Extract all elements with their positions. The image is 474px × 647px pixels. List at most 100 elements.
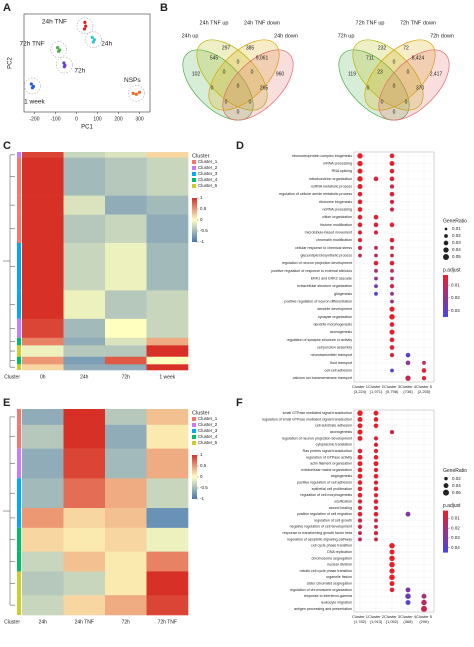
- venn-label: 72h up: [338, 33, 355, 39]
- dot: [357, 461, 363, 467]
- point: [91, 40, 95, 44]
- dot: [389, 322, 395, 327]
- legend-label: 0.05: [452, 254, 461, 259]
- dot: [373, 176, 379, 182]
- dot: [373, 467, 379, 473]
- dot: [357, 454, 363, 460]
- point: [30, 86, 34, 90]
- dot: [389, 555, 395, 562]
- term-label: dendrite morphogenesis: [313, 322, 352, 326]
- term-label: organelle fission: [326, 575, 352, 579]
- dot: [373, 222, 379, 228]
- dot: [358, 253, 362, 258]
- heatmap-cell: [63, 214, 106, 244]
- venn-label: 24h TNF down: [244, 20, 280, 26]
- category-label: Cluster 1: [352, 614, 369, 619]
- cluster-bar: [17, 345, 21, 357]
- scale-tick-label: 1: [200, 195, 203, 200]
- venn-count: 8,424: [412, 55, 425, 61]
- point: [57, 49, 61, 53]
- dot: [389, 184, 395, 189]
- heatmap-cell: [63, 157, 106, 196]
- dot: [357, 222, 363, 228]
- venn-count: 960: [276, 71, 285, 77]
- heatmap-cell: [105, 551, 147, 572]
- heatmap-cell: [105, 424, 147, 449]
- dot: [373, 493, 379, 498]
- group-label: 24h TNF: [42, 19, 67, 26]
- group-label: 1 week: [24, 99, 45, 106]
- heatmap-cell: [63, 195, 106, 215]
- dot: [405, 375, 411, 381]
- venn-count: 0: [237, 83, 240, 89]
- term-label: RNA splicing: [332, 169, 352, 173]
- scale-tick-label: 0.03: [451, 308, 460, 313]
- dot: [357, 492, 363, 498]
- legend-dot: [443, 247, 449, 253]
- heatmap-cell: [146, 152, 189, 158]
- cluster-bar: [17, 152, 21, 158]
- venn-set: [352, 39, 424, 111]
- term-label: ossification: [334, 499, 352, 503]
- venn-count: 0: [405, 99, 408, 105]
- venn-label: 72h TNF up: [356, 20, 385, 26]
- scale-tick-label: 0.04: [451, 545, 460, 550]
- dot: [390, 276, 394, 281]
- category-label: Cluster 2: [368, 384, 385, 389]
- cluster-bar: [17, 595, 21, 615]
- heatmap-cell: [146, 448, 189, 479]
- heatmap-cell: [63, 424, 106, 449]
- venn-label: 24h up: [182, 33, 199, 39]
- legend-label: Cluster_1: [198, 416, 218, 421]
- scale-tick-label: -0.5: [200, 485, 208, 490]
- legend-dot: [443, 483, 449, 489]
- group-outline: [56, 56, 73, 74]
- term-label: ncRNA processing: [322, 207, 352, 211]
- venn-count: 0: [211, 85, 214, 91]
- heatmap-cell: [105, 571, 147, 596]
- term-label: small GTPase mediated signal transductio…: [283, 411, 352, 415]
- heatmap-cell: [105, 318, 147, 339]
- legend-label: Cluster_2: [198, 422, 218, 427]
- legend-swatch: [192, 429, 196, 433]
- heatmap-cell: [146, 356, 189, 365]
- venn-count: 0: [251, 69, 254, 75]
- term-label: ERK1 and ERK2 cascade: [311, 276, 352, 280]
- dot: [405, 352, 411, 358]
- point: [62, 65, 66, 69]
- term-label: cytoplasmic translation: [316, 443, 352, 447]
- term-label: regulation of cell growth: [314, 518, 352, 522]
- category-count: (2,255): [418, 389, 431, 394]
- dot: [389, 581, 395, 587]
- dot: [389, 207, 395, 212]
- dot: [389, 199, 395, 204]
- dot: [389, 353, 395, 358]
- dot: [405, 593, 411, 599]
- term-label: microtubule-based movement: [305, 230, 352, 234]
- heatmap-cell: [146, 157, 189, 196]
- legend-dot: [443, 489, 449, 496]
- heatmap-cell: [105, 409, 147, 426]
- category-count: (736): [403, 389, 413, 394]
- term-label: mitochondrion organization: [309, 177, 352, 181]
- group-outline: [128, 85, 145, 102]
- term-label: response to interferon-gamma: [304, 594, 352, 598]
- heatmap-cell: [22, 448, 64, 479]
- dot: [389, 337, 395, 343]
- legend-label: 0.04: [452, 483, 461, 488]
- point: [82, 27, 87, 31]
- term-label: positive regulation of cell adhesion: [297, 481, 352, 485]
- term-label: response to transforming growth factor b…: [282, 531, 352, 535]
- term-label: cilium organization: [322, 215, 352, 219]
- dot: [389, 574, 395, 581]
- category-label: Cluster 5: [416, 384, 433, 389]
- cluster-bar: [17, 409, 21, 425]
- legend-title: p.adjust: [443, 267, 461, 273]
- legend-label: 0.02: [452, 476, 461, 481]
- term-label: neurotransmitter transport: [311, 353, 352, 357]
- term-label: negative regulation of cell development: [290, 525, 352, 529]
- dot: [405, 587, 411, 593]
- dot: [357, 511, 363, 517]
- dot: [357, 191, 363, 197]
- term-label: regulation of GTPase activity: [306, 455, 352, 459]
